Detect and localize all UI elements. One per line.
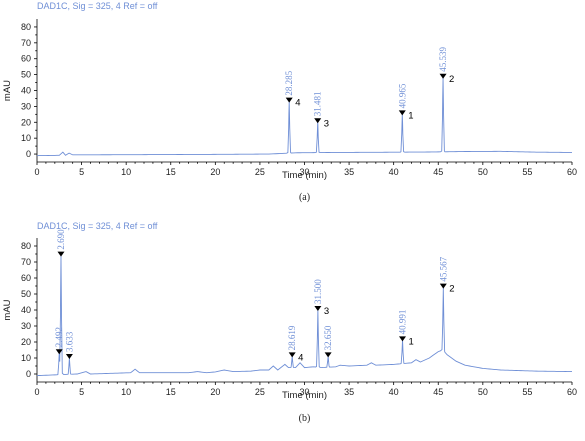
y-tick-label: 10 <box>21 133 31 143</box>
x-tick-label: 40 <box>389 387 399 397</box>
y-tick-label: 40 <box>21 305 31 315</box>
y-axis-title: mAU <box>2 299 13 320</box>
x-tick-label: 20 <box>210 387 220 397</box>
peak-marker <box>439 73 447 79</box>
x-tick-label: 20 <box>210 167 220 177</box>
peak-id-label: 4 <box>298 352 303 363</box>
x-tick-label: 60 <box>567 167 577 177</box>
x-tick-label: 55 <box>522 167 532 177</box>
y-axis-title: mAU <box>2 80 13 101</box>
chart-header: DAD1C, Sig = 325, 4 Ref = off <box>37 1 158 11</box>
x-tick-label: 45 <box>433 167 443 177</box>
peak-marker <box>314 118 322 124</box>
x-tick-label: 40 <box>389 167 399 177</box>
retention-time-label: 2.492 <box>54 327 64 347</box>
x-tick-label: 15 <box>166 167 176 177</box>
x-tick-label: 0 <box>34 167 39 177</box>
y-tick-label: 80 <box>21 241 31 251</box>
y-tick-label: 80 <box>21 22 31 32</box>
peak-marker <box>399 336 407 342</box>
x-tick-label: 25 <box>255 167 265 177</box>
retention-time-label: 45.567 <box>438 256 448 281</box>
retention-time-label: 40.991 <box>398 310 408 335</box>
x-tick-label: 0 <box>34 387 39 397</box>
peak-id-label: 3 <box>324 118 329 129</box>
y-tick-label: 60 <box>21 54 31 64</box>
x-axis-title: Time (min) <box>282 390 327 401</box>
retention-time-label: 3.633 <box>64 331 74 352</box>
chart-panel-a: DAD1C, Sig = 325, 4 Ref = off01020304050… <box>2 1 577 203</box>
x-axis-title: Time (min) <box>282 170 327 181</box>
x-tick-label: 60 <box>567 387 577 397</box>
x-tick-label: 5 <box>79 167 84 177</box>
y-tick-label: 40 <box>21 86 31 96</box>
x-tick-label: 30 <box>299 167 309 177</box>
x-tick-label: 10 <box>121 167 131 177</box>
peak-marker <box>55 349 63 355</box>
peak-id-label: 3 <box>324 306 329 317</box>
peak-marker <box>314 306 322 311</box>
y-tick-label: 60 <box>21 273 31 283</box>
peak-id-label: 2 <box>449 74 454 85</box>
x-tick-label: 50 <box>478 167 488 177</box>
chart-panel-b: DAD1C, Sig = 325, 4 Ref = off01020304050… <box>2 221 577 424</box>
peak-id-label: 1 <box>408 110 413 121</box>
chromatogram-trace <box>36 255 573 377</box>
peak-marker <box>288 352 296 358</box>
y-tick-label: 0 <box>26 149 31 159</box>
y-tick-label: 0 <box>26 369 31 379</box>
y-tick-label: 10 <box>21 353 31 363</box>
x-tick-label: 55 <box>522 387 532 397</box>
retention-time-label: 40.965 <box>397 83 407 108</box>
retention-time-label: 45.539 <box>438 47 448 72</box>
peak-id-label: 2 <box>449 284 454 295</box>
chart-header: DAD1C, Sig = 325, 4 Ref = off <box>37 221 158 231</box>
y-tick-label: 50 <box>21 289 31 299</box>
y-tick-label: 70 <box>21 257 31 267</box>
y-tick-label: 30 <box>21 321 31 331</box>
peak-marker <box>65 354 73 359</box>
y-tick-label: 70 <box>21 38 31 48</box>
retention-time-label: 28.619 <box>287 325 297 350</box>
y-tick-label: 20 <box>21 117 31 127</box>
x-tick-label: 25 <box>255 387 265 397</box>
panel-label: (b) <box>299 413 311 424</box>
panel-label: (a) <box>299 192 310 203</box>
x-tick-label: 35 <box>344 387 354 397</box>
x-tick-label: 10 <box>121 387 131 397</box>
peak-id-label: 4 <box>295 98 300 109</box>
peak-marker <box>57 251 65 257</box>
peak-marker <box>439 283 447 289</box>
chromatogram-trace <box>36 77 573 157</box>
peak-marker <box>285 97 293 103</box>
y-tick-label: 50 <box>21 70 31 80</box>
peak-marker <box>324 352 332 358</box>
x-tick-label: 15 <box>166 387 176 397</box>
peak-id-label: 1 <box>409 336 414 347</box>
retention-time-label: 2.690 <box>56 229 66 250</box>
x-tick-label: 35 <box>344 167 354 177</box>
retention-time-label: 31.500 <box>313 279 323 304</box>
y-tick-label: 20 <box>21 337 31 347</box>
x-tick-label: 5 <box>79 387 84 397</box>
peak-marker <box>398 110 406 116</box>
x-tick-label: 30 <box>299 387 309 397</box>
retention-time-label: 32.650 <box>323 325 333 350</box>
x-tick-label: 45 <box>433 387 443 397</box>
y-tick-label: 30 <box>21 101 31 111</box>
x-tick-label: 50 <box>478 387 488 397</box>
retention-time-label: 31.481 <box>313 92 323 117</box>
retention-time-label: 28.285 <box>284 70 294 95</box>
